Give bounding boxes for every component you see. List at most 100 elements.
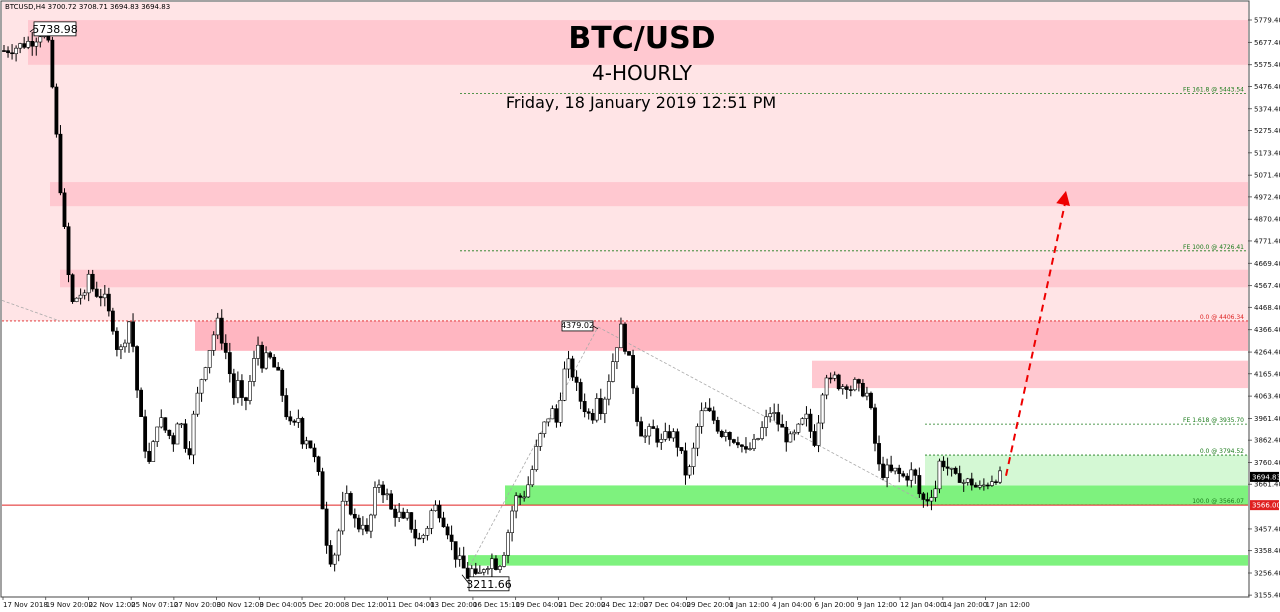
- candle-body: [865, 392, 869, 397]
- candle-body: [171, 435, 176, 445]
- callout-leader-1: [592, 325, 599, 330]
- candle-body: [143, 416, 148, 452]
- candle-body: [953, 467, 958, 474]
- candle-body: [570, 358, 575, 378]
- candle-body: [554, 408, 559, 423]
- candle-body: [385, 493, 389, 496]
- x-tick-label: 30 Nov 12:00: [217, 601, 264, 609]
- candle-body: [195, 392, 200, 415]
- candle-body: [691, 447, 696, 467]
- x-tick-label: 6 Jan 20:00: [815, 601, 855, 609]
- x-tick-label: 27 Dec 04:00: [644, 601, 691, 609]
- candle-body: [929, 497, 934, 502]
- candle-body: [179, 423, 184, 426]
- candle-body: [70, 274, 75, 302]
- candle-body: [961, 482, 966, 484]
- chart-subtitle: 4-HOURLY: [592, 61, 693, 85]
- candle-body: [252, 358, 256, 382]
- candle-body: [740, 444, 744, 447]
- candle-body: [752, 438, 756, 449]
- candle-body: [651, 426, 656, 429]
- candle-body: [590, 413, 595, 421]
- candle-body: [102, 293, 107, 299]
- x-tick-label: 3 Dec 04:00: [259, 601, 302, 609]
- x-tick-label: 27 Nov 20:00: [174, 601, 221, 609]
- trend-line-a: [1, 300, 61, 322]
- candle-body: [735, 442, 740, 446]
- candle-body: [715, 420, 720, 432]
- callout-text-2: 3211.66: [466, 578, 512, 591]
- candle-body: [804, 413, 809, 419]
- candle-body: [981, 484, 986, 487]
- candle-body: [211, 334, 216, 351]
- candle-body: [481, 569, 486, 573]
- y-tick-label: 4264.40: [1254, 349, 1280, 357]
- candle-body: [485, 568, 490, 570]
- candle-body: [308, 440, 313, 449]
- candle-body: [78, 294, 83, 299]
- x-tick-label: 19 Nov 20:00: [46, 601, 93, 609]
- y-tick-label: 3961.40: [1254, 415, 1280, 423]
- candle-body: [360, 524, 365, 530]
- y-tick-label: 3661.40: [1254, 481, 1280, 489]
- candle-body: [965, 478, 970, 483]
- candle-body: [812, 431, 817, 446]
- candle-body: [296, 418, 301, 423]
- support-price-label: 3566.00: [1252, 502, 1280, 510]
- candle-body: [66, 226, 71, 276]
- candle-body: [377, 484, 381, 488]
- candle-body: [256, 344, 260, 359]
- candle-body: [619, 323, 623, 349]
- candle-body: [844, 386, 849, 390]
- candle-body: [582, 401, 587, 413]
- y-tick-label: 5575.40: [1254, 61, 1280, 69]
- fib-label-4: 0.0 @ 3794.52: [1200, 448, 1244, 455]
- candle-body: [74, 297, 79, 302]
- zone-resistance-band-0: [195, 321, 1248, 351]
- x-tick-label: 12 Jan 04:00: [900, 601, 944, 609]
- candle-body: [602, 398, 607, 415]
- price-axis: 5779.40 5677.40 5575.40 5476.40 5374.40 5275.…: [1248, 17, 1280, 600]
- candle-body: [909, 469, 914, 481]
- callout-leader-2: [461, 574, 470, 585]
- candle-body: [22, 43, 27, 48]
- candle-body: [901, 473, 906, 477]
- candle-body: [687, 466, 692, 476]
- candle-body: [320, 471, 325, 510]
- candle-body: [574, 376, 579, 383]
- candle-body: [10, 52, 14, 55]
- candle-body: [240, 380, 244, 398]
- y-tick-label: 4366.40: [1254, 326, 1280, 334]
- candle-body: [893, 467, 898, 472]
- candle-body: [518, 495, 523, 498]
- candle-body: [244, 397, 248, 401]
- x-tick-label: 19 Dec 04:00: [516, 601, 563, 609]
- candle-body: [413, 529, 418, 539]
- current-price-tag: [1250, 471, 1279, 482]
- candle-body: [768, 413, 773, 418]
- callout-box-0: [33, 21, 77, 37]
- candle-body: [445, 526, 450, 536]
- candle-body: [913, 469, 918, 476]
- candle-body: [723, 432, 728, 437]
- candle-body: [679, 447, 684, 452]
- candle-body: [792, 432, 797, 435]
- candle-body: [490, 558, 494, 569]
- candle-body: [365, 524, 369, 532]
- candle-body: [389, 493, 394, 510]
- candle-body: [276, 366, 281, 371]
- candle-body: [530, 469, 535, 486]
- candle-body: [119, 346, 123, 350]
- y-tick-label: 5779.40: [1254, 17, 1280, 25]
- candle-body: [312, 447, 317, 458]
- callout-box-2: [468, 576, 510, 592]
- candle-body: [86, 273, 91, 294]
- candle-body: [615, 347, 619, 362]
- zone-target-area-7: [925, 455, 1248, 486]
- candle-body: [123, 342, 127, 348]
- candle-body: [800, 418, 805, 425]
- candle-body: [457, 555, 462, 560]
- candle-body: [127, 321, 131, 344]
